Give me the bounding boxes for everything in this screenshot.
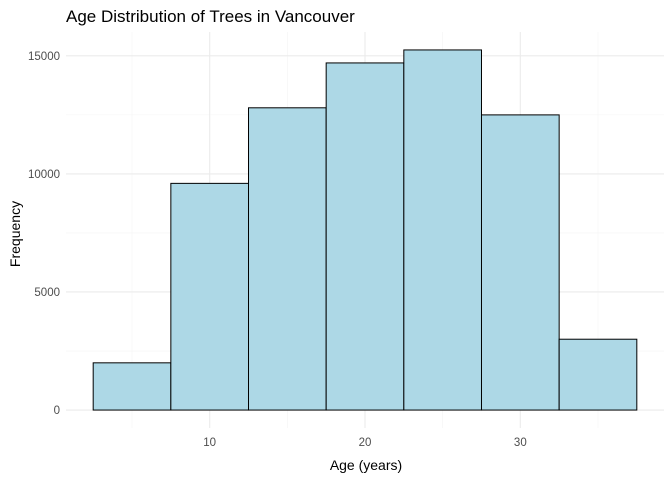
histogram-bar-0	[92, 362, 172, 411]
x-tick-label-2: 30	[514, 437, 527, 449]
y-tick-label-3: 15000	[28, 51, 60, 63]
y-tick-label-1: 5000	[34, 287, 60, 299]
x-axis-tick-labels: 10 20 30	[203, 437, 526, 449]
histogram-bar-6	[558, 338, 638, 411]
histogram-bar-3	[325, 62, 405, 411]
x-axis-title: Age (years)	[330, 457, 402, 473]
y-axis-title: Frequency	[7, 201, 23, 267]
histogram-bar-2	[248, 107, 327, 411]
y-tick-label-0: 0	[54, 405, 60, 417]
chart-title: Age Distribution of Trees in Vancouver	[66, 7, 355, 26]
histogram-bar-1	[170, 182, 250, 411]
x-tick-label-1: 20	[359, 437, 372, 449]
x-tick-label-0: 10	[203, 437, 216, 449]
y-tick-label-2: 10000	[28, 169, 60, 181]
histogram-bars	[92, 49, 638, 411]
histogram-bar-4	[403, 49, 482, 411]
histogram-bar-5	[480, 114, 560, 411]
y-axis-tick-labels: 0 5000 10000 15000	[28, 51, 60, 417]
